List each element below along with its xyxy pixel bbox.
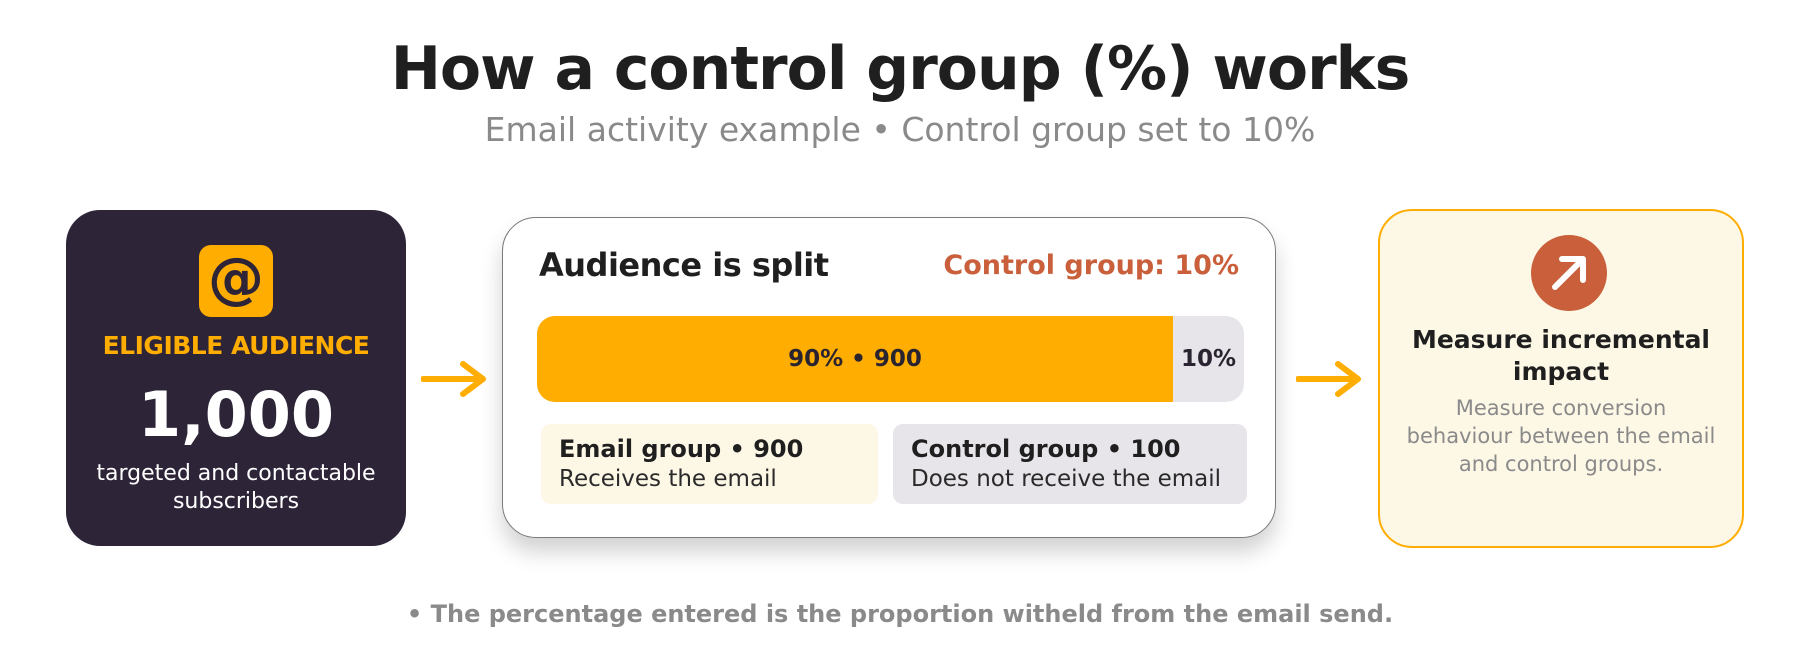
control-group-description: Does not receive the email bbox=[911, 466, 1222, 492]
split-bar-email-segment: 90% • 900 bbox=[537, 316, 1173, 402]
eligible-audience-label: ELIGIBLE AUDIENCE bbox=[102, 331, 370, 360]
control-group-percentage: Control group: 10% bbox=[943, 250, 1239, 281]
split-bar: 90% • 900 10% bbox=[537, 316, 1244, 402]
email-group-name: Email group • 900 bbox=[559, 435, 804, 463]
measure-impact-description: Measure conversion behaviour between the… bbox=[1406, 396, 1716, 476]
eligible-audience-card: @ ELIGIBLE AUDIENCE 1,000 targeted and c… bbox=[66, 210, 406, 546]
eligible-audience-description: targeted and contactable subscribers bbox=[96, 461, 376, 514]
split-bar-control-segment: 10% bbox=[1180, 346, 1237, 372]
footnote: • The percentage entered is the proporti… bbox=[406, 600, 1394, 628]
measure-impact-title: Measure incremental impact bbox=[1411, 325, 1711, 386]
arrow-right-icon bbox=[1296, 361, 1361, 397]
email-group-description: Receives the email bbox=[559, 466, 777, 492]
audience-split-card: Audience is split Control group: 10% 90%… bbox=[502, 217, 1276, 538]
arrow-right-icon bbox=[421, 361, 486, 397]
arrow-up-right-icon bbox=[1531, 235, 1607, 311]
measure-impact-card: Measure incremental impact Measure conve… bbox=[1378, 209, 1744, 548]
control-group-box: Control group • 100 Does not receive the… bbox=[893, 424, 1247, 504]
page-subtitle: Email activity example • Control group s… bbox=[484, 110, 1316, 149]
control-group-name: Control group • 100 bbox=[911, 435, 1181, 463]
page-title: How a control group (%) works bbox=[390, 34, 1411, 104]
at-sign-icon: @ bbox=[199, 245, 273, 317]
audience-split-title: Audience is split bbox=[539, 246, 829, 284]
email-group-box: Email group • 900 Receives the email bbox=[541, 424, 878, 504]
eligible-audience-count: 1,000 bbox=[137, 378, 335, 451]
